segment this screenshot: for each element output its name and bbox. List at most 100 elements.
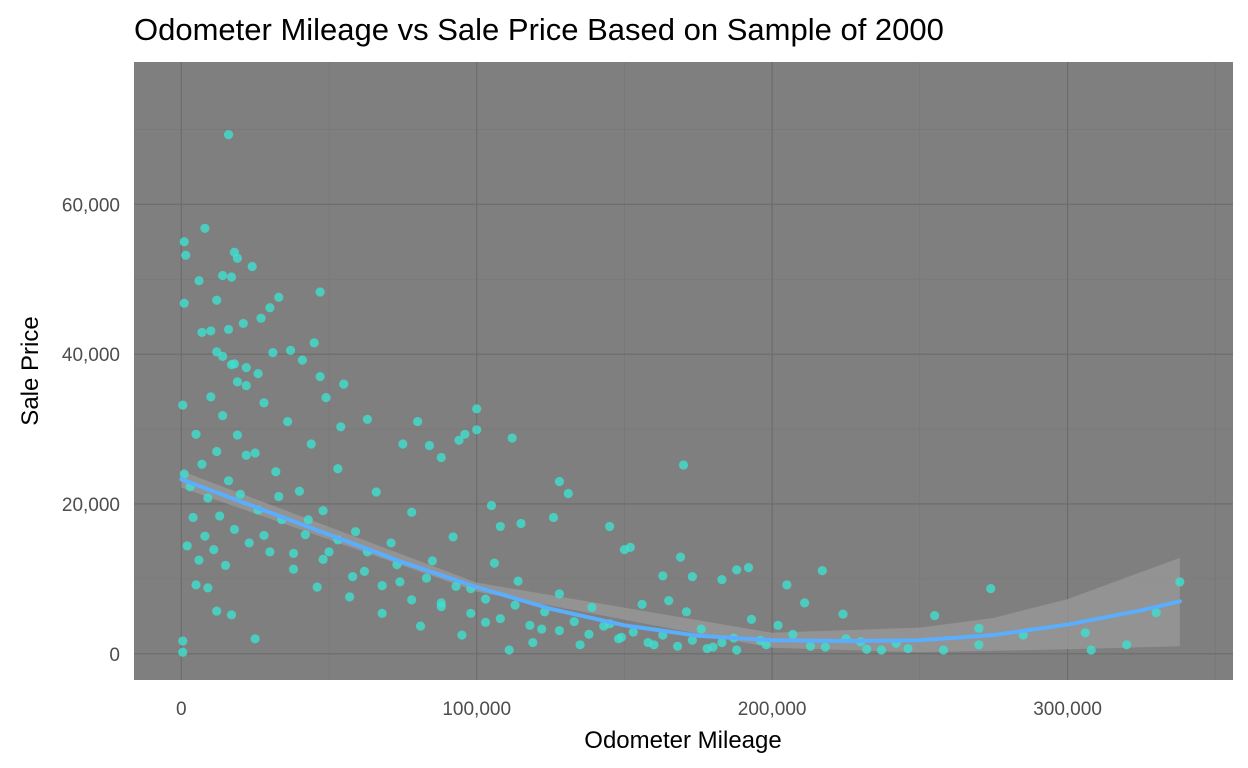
data-point <box>938 645 949 655</box>
data-point <box>206 326 216 336</box>
data-point <box>223 324 234 335</box>
grid-lines <box>134 62 1233 680</box>
x-tick-label: 0 <box>176 699 187 720</box>
data-point <box>986 584 996 594</box>
data-point <box>191 429 201 439</box>
data-point <box>637 599 647 609</box>
data-point <box>333 464 343 474</box>
data-point <box>466 608 476 618</box>
data-point <box>194 276 204 286</box>
data-point <box>664 595 674 606</box>
data-point <box>285 345 296 355</box>
data-point <box>628 627 638 637</box>
data-point <box>681 607 692 617</box>
data-point <box>303 515 313 525</box>
data-point <box>232 430 243 440</box>
data-point <box>200 223 210 233</box>
data-point <box>318 506 328 516</box>
data-point <box>672 641 683 651</box>
data-point <box>215 511 225 521</box>
data-point <box>687 572 697 582</box>
data-point <box>424 440 435 451</box>
data-point <box>1086 645 1096 655</box>
data-point <box>1151 607 1161 618</box>
data-point <box>448 532 458 542</box>
data-point <box>288 548 299 559</box>
data-point <box>309 338 319 348</box>
confidence-ribbon <box>181 471 1180 653</box>
data-point <box>876 645 887 655</box>
data-point <box>838 609 848 619</box>
trend-line <box>179 477 1182 644</box>
data-point <box>203 493 213 503</box>
data-point <box>232 253 243 263</box>
data-point <box>212 446 222 457</box>
data-point <box>312 582 322 592</box>
data-point <box>200 531 210 541</box>
data-point <box>454 435 464 445</box>
data-point <box>599 621 609 631</box>
data-point <box>218 270 228 281</box>
data-point <box>178 400 188 410</box>
data-point <box>297 355 307 365</box>
data-point <box>315 287 325 297</box>
data-point <box>761 640 771 650</box>
data-point <box>256 313 266 323</box>
data-point <box>274 292 284 302</box>
data-point <box>178 647 188 657</box>
data-point <box>212 295 222 305</box>
data-point <box>548 512 559 523</box>
data-point <box>179 469 189 479</box>
data-point <box>218 410 228 421</box>
data-point <box>259 398 269 408</box>
data-point <box>421 573 432 583</box>
x-axis-ticks: 0 100,000 200,000 300,000 <box>176 699 1102 720</box>
data-point <box>212 606 222 616</box>
data-point <box>191 580 201 590</box>
data-point <box>407 507 417 517</box>
data-point <box>800 598 810 608</box>
data-point <box>525 620 535 630</box>
data-point <box>507 433 517 443</box>
x-axis-title: Odometer Mileage <box>584 727 781 754</box>
confidence-band <box>181 471 1180 653</box>
data-point <box>436 598 446 608</box>
data-point <box>460 429 470 439</box>
data-point <box>782 580 792 590</box>
data-point <box>350 527 361 537</box>
data-point <box>510 600 520 610</box>
data-point <box>436 452 446 463</box>
data-point <box>554 589 565 599</box>
data-point <box>321 392 331 403</box>
data-point <box>336 422 346 432</box>
data-point <box>247 261 257 272</box>
data-point <box>427 556 437 566</box>
data-point <box>472 404 482 414</box>
y-axis-title: Sale Price <box>17 316 44 425</box>
data-point <box>678 460 689 470</box>
data-point <box>223 476 234 486</box>
data-point <box>300 530 310 540</box>
data-point <box>241 450 251 460</box>
data-point <box>244 538 254 548</box>
data-point <box>197 459 207 469</box>
data-point <box>197 327 207 338</box>
data-point <box>495 521 505 532</box>
data-point <box>489 558 500 568</box>
data-point <box>194 555 204 565</box>
data-point <box>271 467 281 477</box>
data-point <box>415 621 426 631</box>
data-point <box>345 592 355 602</box>
data-point <box>306 439 316 449</box>
data-point <box>480 617 491 627</box>
data-point <box>569 616 579 627</box>
data-point <box>513 576 523 586</box>
data-point <box>717 575 727 585</box>
data-point <box>377 608 387 618</box>
data-point <box>480 594 491 604</box>
data-point <box>587 602 597 612</box>
data-point <box>537 624 547 634</box>
data-point <box>324 547 334 557</box>
data-point <box>605 521 615 532</box>
data-point <box>371 487 381 497</box>
